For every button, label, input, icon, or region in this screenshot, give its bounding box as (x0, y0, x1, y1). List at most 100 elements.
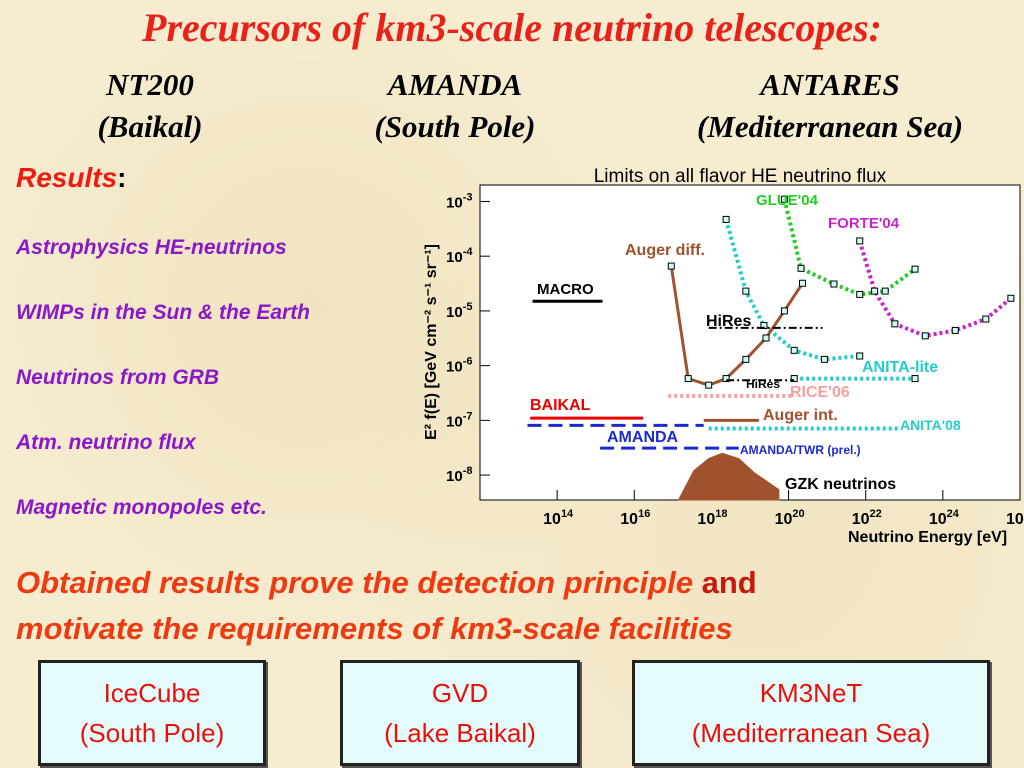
heading-text: Results (16, 162, 118, 193)
results-heading: Results: (16, 162, 126, 194)
series-label: AMANDA/TWR (prel.) (740, 443, 861, 457)
conclusion: Obtained results prove the detection pri… (16, 560, 1016, 652)
y-tick-label: 10-4 (446, 246, 473, 266)
y-tick-text-exponent: -7 (463, 410, 473, 422)
project-site: (Mediterranean Sea) (691, 718, 931, 748)
x-tick-text: 10 (543, 511, 561, 528)
column: ANTARES (Mediterranean Sea) (650, 64, 1010, 148)
x-tick-text: 10 (620, 511, 638, 528)
series-label: Auger diff. (625, 242, 705, 259)
series-label: GZK neutrinos (785, 476, 896, 493)
y-tick-label: 10-7 (446, 410, 472, 430)
result-item: Magnetic monopoles etc. (16, 496, 267, 519)
project-site: (Lake Baikal) (384, 718, 536, 748)
marker (742, 287, 750, 295)
series-label: HiRes (746, 377, 780, 391)
y-tick-text: 10 (446, 249, 463, 266)
project-box: KM3NeT (Mediterranean Sea) (632, 660, 990, 766)
project-name: GVD (431, 678, 489, 708)
x-tick-text: 10 (775, 511, 793, 528)
column-site: (Mediterranean Sea) (696, 109, 964, 144)
x-tick-text: 10 (852, 511, 870, 528)
marker (891, 320, 899, 328)
series-label: BAIKAL (530, 397, 591, 414)
y-tick-text: 10 (446, 413, 463, 430)
series-label: MACRO (537, 281, 594, 298)
conclusion-rest: motivate the requirements of km3-scale f… (16, 611, 733, 646)
series-label: RICE'06 (790, 384, 850, 401)
column-name: ANTARES (760, 67, 900, 102)
y-tick-label: 10-6 (446, 356, 472, 376)
y-tick-label: 10-5 (446, 301, 472, 321)
marker (982, 315, 990, 323)
marker (881, 287, 889, 295)
y-tick-text: 10 (446, 304, 463, 321)
marker (790, 375, 798, 383)
y-tick-text: 10 (446, 468, 463, 485)
series-label: ANITA'08 (900, 417, 961, 433)
x-tick-text: 10 (697, 511, 715, 528)
result-item: Neutrinos from GRB (16, 366, 220, 389)
marker (705, 381, 713, 389)
column-name: NT200 (106, 67, 194, 102)
x-tick-label: 1018 (697, 508, 727, 528)
series-label: Auger int. (763, 407, 838, 424)
x-tick-text-exponent: 16 (638, 508, 650, 520)
x-tick-text-exponent: 22 (870, 508, 882, 520)
x-tick-label: 1016 (620, 508, 650, 528)
marker (762, 334, 770, 342)
x-tick-label: 1014 (543, 508, 574, 528)
y-tick-text-exponent: -6 (463, 356, 473, 368)
series-label: AMANDA (607, 429, 679, 446)
y-axis-label: E² f(E) [GeV cm⁻² s⁻¹ sr⁻¹] (423, 244, 440, 440)
column-name: AMANDA (387, 67, 523, 102)
marker (722, 215, 730, 223)
conclusion-emphasis: Obtained results prove the detection pri… (16, 565, 693, 600)
marker (856, 290, 864, 298)
series-label: GLUE'04 (756, 192, 819, 209)
result-item: WIMPs in the Sun & the Earth (16, 301, 311, 324)
marker (684, 375, 692, 383)
series-line (782, 198, 917, 297)
x-tick-text-exponent: 14 (561, 508, 574, 520)
marker (871, 287, 879, 295)
result-item: Atm. neutrino flux (16, 431, 196, 454)
x-tick-label: 1024 (929, 508, 960, 528)
x-tick-text-exponent: 24 (947, 508, 960, 520)
marker (856, 237, 864, 245)
y-tick-text: 10 (446, 359, 463, 376)
project-name: IceCube (103, 678, 201, 708)
y-tick-text-exponent: -3 (463, 191, 473, 203)
y-tick-text-exponent: -8 (463, 465, 473, 477)
slide-title: Precursors of km3-scale neutrino telesco… (142, 5, 882, 50)
column-site: (Baikal) (97, 109, 203, 144)
y-tick-label: 10-3 (446, 191, 472, 211)
marker (820, 355, 828, 363)
x-tick-text: 10 (1006, 511, 1024, 528)
marker (921, 332, 929, 340)
conclusion-plain: and (701, 565, 757, 600)
chart-title: Limits on all flavor HE neutrino flux (594, 166, 887, 187)
project-site: (South Pole) (79, 718, 225, 748)
x-tick-text-exponent: 18 (715, 508, 727, 520)
series-label: HiRes (706, 313, 751, 330)
series-label: ANITA-lite (862, 359, 938, 376)
y-tick-text: 10 (446, 194, 463, 211)
y-tick-label: 10-8 (446, 465, 472, 485)
marker (1007, 294, 1015, 302)
column: AMANDA (South Pole) (330, 64, 580, 148)
series-line (724, 218, 916, 381)
series-label: FORTE'04 (828, 215, 900, 232)
marker (742, 355, 750, 363)
x-tick-label: 1020 (775, 508, 805, 528)
y-tick-text-exponent: -5 (463, 301, 473, 313)
x-tick-text-exponent: 20 (792, 508, 804, 520)
marker (911, 375, 919, 383)
chart: Limits on all flavor HE neutrino flux E²… (423, 166, 1024, 546)
x-tick-label: 1022 (852, 508, 882, 528)
project-box: GVD (Lake Baikal) (340, 660, 580, 766)
marker (799, 279, 807, 287)
marker (722, 375, 730, 383)
marker (790, 346, 798, 354)
